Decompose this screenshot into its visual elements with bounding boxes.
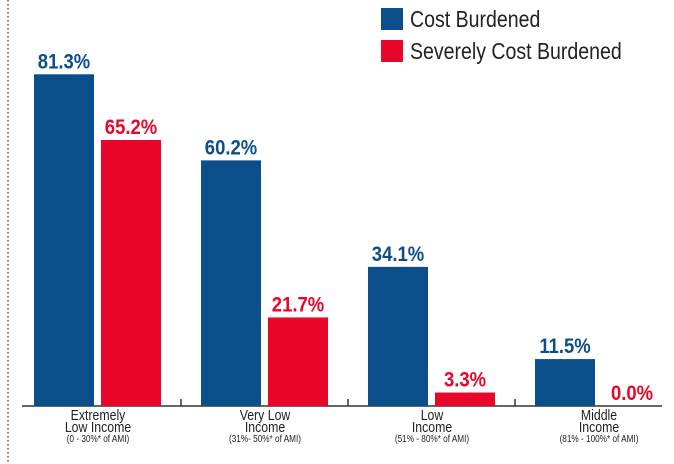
category-name: Middle Income (578, 407, 619, 436)
legend-label: Cost Burdened (410, 7, 540, 33)
category-note: (31%- 50%* of AMI) (228, 434, 301, 445)
legend-swatch (381, 8, 403, 30)
category-name: Very Low Income (239, 407, 290, 436)
bar (368, 266, 428, 406)
bar (535, 359, 595, 406)
bar (101, 139, 161, 406)
category-note: (51% - 80%* of AMI) (394, 434, 469, 445)
x-tick-label: Low Income (51% - 80%* of AMI) (352, 407, 512, 445)
value-label: 0.0% (611, 382, 653, 405)
value-label: 60.2% (205, 136, 258, 159)
value-label: 3.3% (444, 368, 486, 391)
bar (34, 74, 94, 407)
category-name: Extremely Low Income (64, 407, 131, 436)
value-label: 65.2% (105, 116, 158, 139)
category-note: (81% - 100%* of AMI) (559, 434, 638, 445)
bar (201, 160, 261, 406)
x-tick-label: Extremely Low Income (0 - 30%* of AMI) (18, 407, 178, 445)
value-label: 11.5% (539, 335, 591, 358)
x-tick-label: Middle Income (81% - 100%* of AMI) (519, 407, 674, 445)
category-note: (0 - 30%* of AMI) (66, 434, 129, 445)
legend-label: Severely Cost Burdened (410, 39, 622, 65)
bar (435, 392, 495, 406)
legend-swatch (381, 40, 403, 62)
bar (268, 317, 328, 406)
value-label: 21.7% (272, 293, 325, 316)
value-label: 34.1% (372, 243, 425, 266)
x-tick-label: Very Low Income (31%- 50%* of AMI) (185, 407, 345, 445)
value-label: 81.3% (38, 50, 91, 73)
category-name: Low Income (411, 407, 452, 436)
